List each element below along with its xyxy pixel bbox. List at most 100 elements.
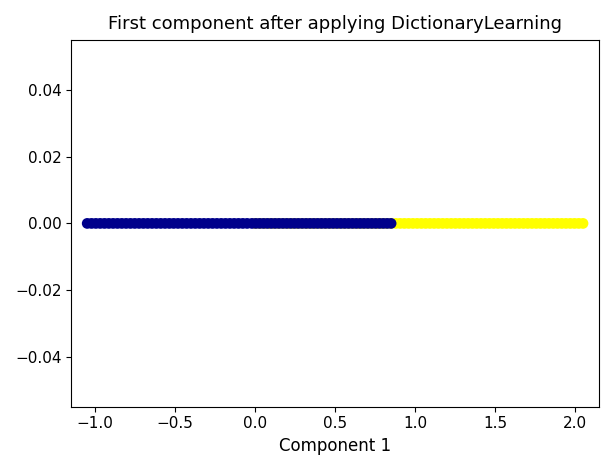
Point [363,219,373,227]
Point [506,219,516,227]
Point [264,219,274,227]
Point [173,219,183,227]
Point [305,219,315,227]
Point [199,219,209,227]
Point [348,219,357,227]
Point [464,219,473,227]
Point [386,219,396,227]
Point [313,219,322,227]
Point [316,219,325,227]
Point [425,219,435,227]
Point [143,219,153,227]
Point [467,219,477,227]
Point [349,219,359,227]
Point [408,219,418,227]
Point [535,219,545,227]
Point [489,219,499,227]
Point [297,219,307,227]
Point [186,219,196,227]
Point [484,219,494,227]
Point [321,219,330,227]
Title: First component after applying DictionaryLearning: First component after applying Dictionar… [108,15,562,33]
Point [493,219,503,227]
Point [169,219,179,227]
Point [354,219,363,227]
Point [274,219,284,227]
Point [442,219,452,227]
Point [523,219,532,227]
Point [446,219,456,227]
Point [330,219,340,227]
Point [455,219,465,227]
Point [472,219,481,227]
Point [203,219,213,227]
Point [286,219,295,227]
Point [99,219,109,227]
X-axis label: Component 1: Component 1 [279,437,391,455]
Point [359,219,369,227]
Point [325,219,335,227]
Point [356,219,365,227]
Point [190,219,200,227]
Point [212,219,222,227]
Point [238,219,247,227]
Point [225,219,235,227]
Point [293,219,303,227]
Point [344,219,354,227]
Point [404,219,414,227]
Point [480,219,490,227]
Point [311,219,321,227]
Point [292,219,302,227]
Point [476,219,486,227]
Point [395,219,405,227]
Point [220,219,230,227]
Point [553,219,562,227]
Point [121,219,131,227]
Point [125,219,135,227]
Point [112,219,122,227]
Point [130,219,139,227]
Point [147,219,157,227]
Point [297,219,307,227]
Point [160,219,170,227]
Point [335,219,344,227]
Point [459,219,469,227]
Point [255,219,265,227]
Point [258,219,268,227]
Point [278,219,288,227]
Point [216,219,226,227]
Point [87,219,96,227]
Point [527,219,537,227]
Point [363,219,373,227]
Point [570,219,580,227]
Point [243,219,252,227]
Point [263,219,273,227]
Point [451,219,460,227]
Point [324,219,334,227]
Point [375,219,384,227]
Point [195,219,204,227]
Point [117,219,126,227]
Point [266,219,276,227]
Point [309,219,319,227]
Point [251,219,260,227]
Point [367,219,376,227]
Point [301,219,311,227]
Point [321,219,330,227]
Point [531,219,541,227]
Point [372,219,382,227]
Point [255,219,265,227]
Point [82,219,92,227]
Point [274,219,284,227]
Point [367,219,377,227]
Point [391,219,401,227]
Point [290,219,300,227]
Point [251,219,261,227]
Point [91,219,101,227]
Point [544,219,554,227]
Point [433,219,443,227]
Point [358,219,368,227]
Point [574,219,584,227]
Point [208,219,217,227]
Point [438,219,448,227]
